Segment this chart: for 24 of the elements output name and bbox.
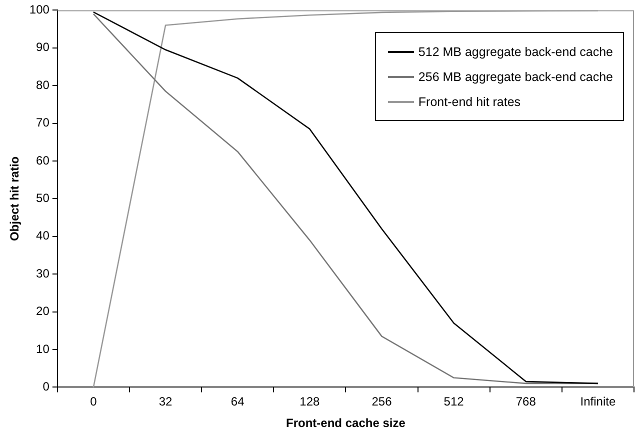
- x-tick-label: 64: [230, 394, 245, 409]
- y-tick-label: 20: [36, 304, 50, 318]
- x-tick-label: 32: [158, 394, 173, 409]
- y-tick-label: 60: [36, 153, 50, 168]
- y-tick-label: 80: [36, 78, 50, 92]
- x-axis-title: Front-end cache size: [286, 416, 406, 430]
- x-tick-label: Infinite: [580, 394, 616, 409]
- y-tick-label: 10: [36, 342, 50, 356]
- y-tick-label: 70: [36, 116, 50, 130]
- y-tick-label: 30: [36, 266, 50, 280]
- y-tick-label: 100: [29, 2, 50, 17]
- y-axis-title: Object hit ratio: [8, 156, 22, 242]
- y-tick-label: 40: [36, 228, 50, 243]
- x-tick-label: 512: [444, 394, 464, 409]
- legend-label: 256 MB aggregate back-end cache: [418, 70, 613, 84]
- x-tick-label: 0: [90, 394, 98, 409]
- legend-label: Front-end hit rates: [418, 94, 521, 109]
- y-tick-label: 90: [36, 40, 50, 54]
- x-tick-label: 768: [516, 394, 536, 409]
- x-tick-label: 256: [372, 394, 392, 409]
- y-tick-label: 50: [36, 191, 50, 206]
- x-tick-label: 128: [300, 394, 320, 409]
- legend-label: 512 MB aggregate back-end cache: [418, 44, 613, 59]
- y-tick-label: 0: [42, 380, 50, 394]
